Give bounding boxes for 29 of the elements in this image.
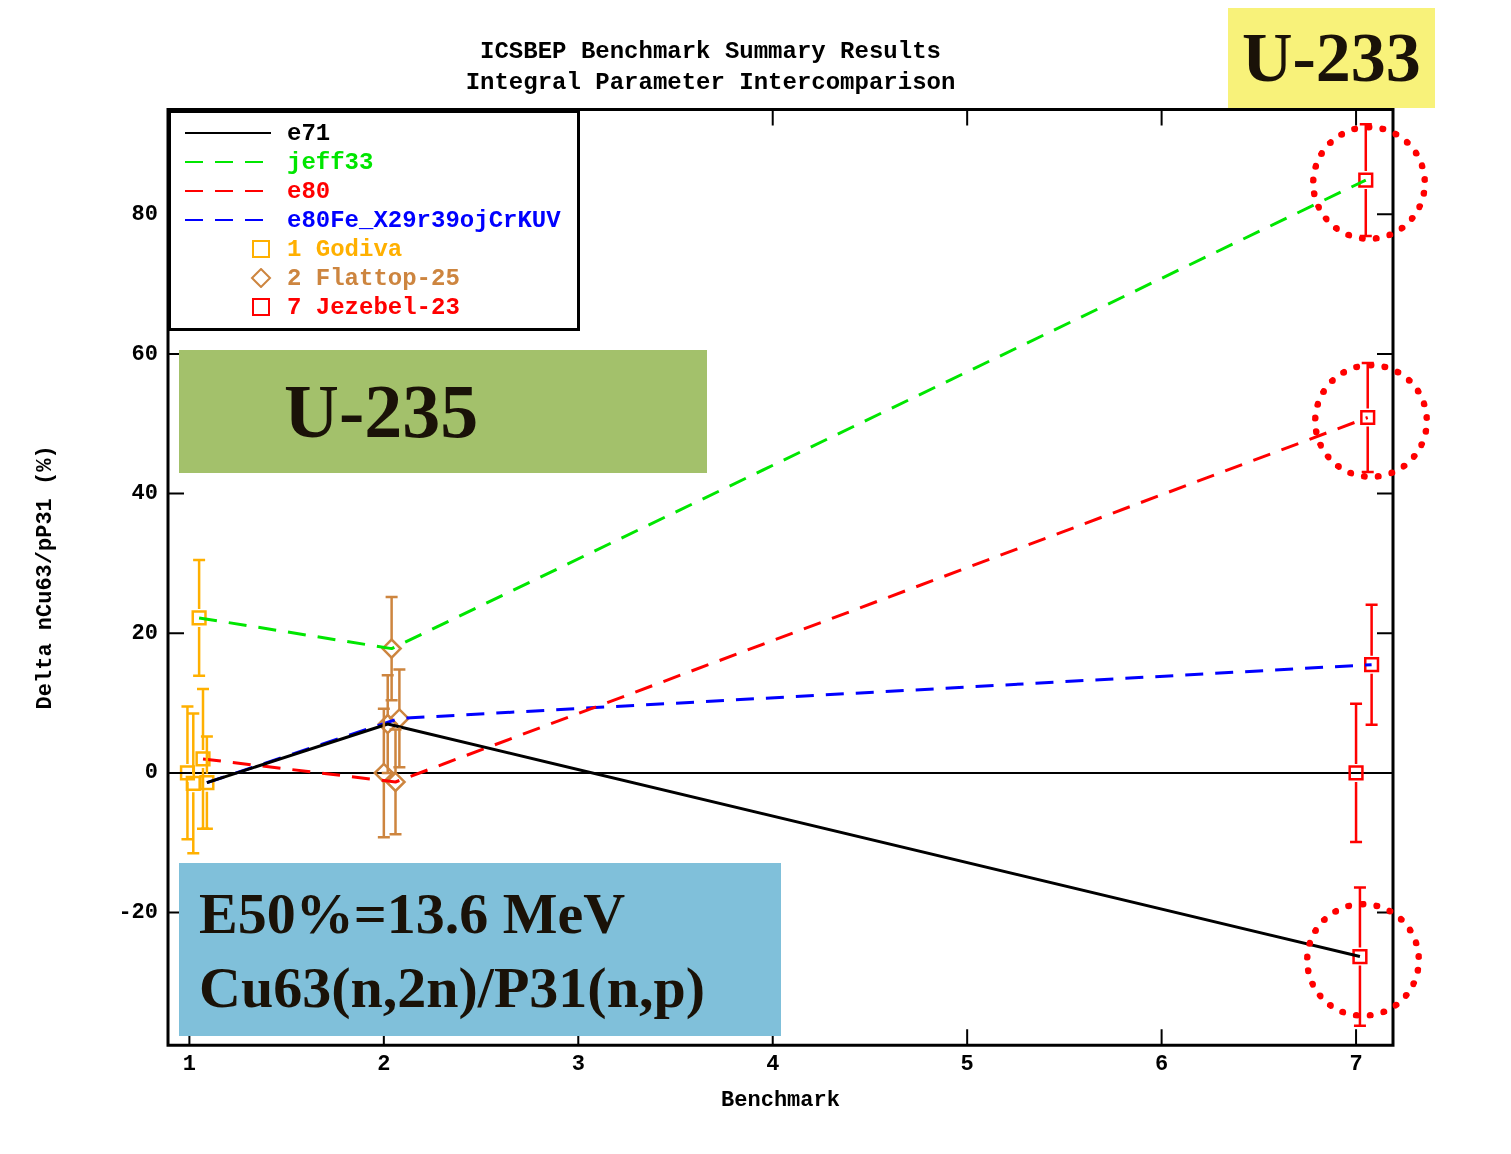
y-tick-label: 60 <box>131 341 159 367</box>
x-tick-label: 2 <box>377 1051 391 1077</box>
x-tick-label: 3 <box>571 1051 585 1077</box>
chart-title: ICSBEP Benchmark Summary Results <box>480 38 941 66</box>
x-tick-label: 4 <box>766 1051 780 1077</box>
label-panel: U-235 <box>179 349 707 473</box>
y-axis-title: Delta nCu63/pP31 (%) <box>32 445 58 710</box>
legend-label: 7 Jezebel-23 <box>287 293 460 321</box>
legend-label: 2 Flattop-25 <box>287 264 460 292</box>
legend-label: e71 <box>287 119 331 147</box>
y-tick-label: 0 <box>144 760 159 786</box>
label-panel: U-233 <box>1228 8 1435 108</box>
y-tick-label: -20 <box>118 900 159 926</box>
legend-label: e80 <box>287 177 331 205</box>
x-tick-label: 6 <box>1155 1051 1169 1077</box>
chart-subtitle: Integral Parameter Intercomparison <box>465 69 956 97</box>
y-tick-label: 40 <box>131 481 159 507</box>
annotation: E50%=13.6 MeV <box>199 879 627 948</box>
y-tick-label: 80 <box>131 201 159 227</box>
x-tick-label: 7 <box>1349 1051 1363 1077</box>
legend-label: e80Fe_X29r39ojCrKUV <box>287 206 561 234</box>
x-tick-label: 1 <box>182 1051 196 1077</box>
x-axis-title: Benchmark <box>721 1088 840 1114</box>
legend-label: jeff33 <box>287 148 374 176</box>
y-tick-label: 20 <box>131 620 159 646</box>
legend-label: 1 Godiva <box>287 235 403 263</box>
label-panel: E50%=13.6 MeV Cu63(n,2n)/P31(n,p) <box>179 862 781 1036</box>
annotation: Cu63(n,2n)/P31(n,p) <box>199 953 706 1022</box>
x-tick-label: 5 <box>960 1051 974 1077</box>
